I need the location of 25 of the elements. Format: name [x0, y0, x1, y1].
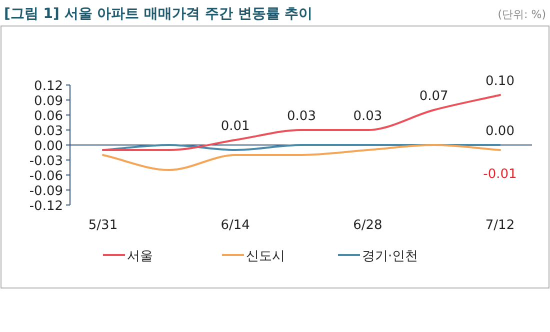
data-label: 0.03 [353, 109, 382, 124]
y-tick-label: -0.12 [29, 199, 63, 214]
x-tick-label: 6/14 [220, 218, 250, 233]
y-tick-label: 0.03 [34, 124, 63, 139]
data-label: 0.10 [486, 74, 514, 89]
data-label: 0.07 [419, 89, 448, 104]
y-tick-label: 0.09 [34, 94, 63, 109]
data-label: 0.00 [486, 124, 514, 139]
data-label: 0.01 [220, 119, 250, 134]
legend-label: 신도시 [246, 249, 285, 264]
chart-subtitle: (단위: %) [498, 8, 546, 21]
y-tick-label: -0.03 [29, 154, 63, 169]
legend-label: 서울 [127, 249, 153, 264]
x-tick-label: 5/31 [88, 218, 118, 233]
data-label: -0.01 [483, 167, 517, 182]
legend-label: 경기·인천 [362, 249, 418, 264]
y-tick-label: 0.12 [34, 79, 63, 94]
y-tick-label: 0.06 [34, 109, 63, 124]
data-label: 0.03 [287, 109, 316, 124]
y-tick-label: -0.06 [29, 169, 63, 184]
y-tick-label: 0.00 [34, 139, 63, 154]
chart-title: [그림 1] 서울 아파트 매매가격 주간 변동률 추이 [4, 6, 313, 22]
x-tick-label: 6/28 [353, 218, 382, 233]
x-tick-label: 7/12 [485, 218, 515, 233]
y-tick-label: -0.09 [29, 184, 63, 199]
